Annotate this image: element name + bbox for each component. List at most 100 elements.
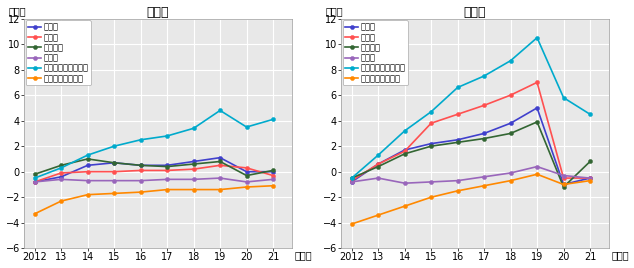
地方圈（地方四市） <box>190 127 197 130</box>
大阪圈 <box>560 176 567 180</box>
地方圈（その他） <box>137 191 145 194</box>
Line: 名古屋圈: 名古屋圈 <box>32 157 275 178</box>
Text: （％）: （％） <box>325 6 342 16</box>
地方圈（その他） <box>374 214 382 217</box>
大阪圈 <box>269 174 277 177</box>
地方圈 <box>427 180 435 184</box>
大阪圈 <box>481 104 488 107</box>
東京圈 <box>374 162 382 166</box>
東京圈 <box>243 170 250 173</box>
東京圈 <box>348 180 356 184</box>
地方圈（地方四市） <box>216 109 224 112</box>
東京圈 <box>137 164 145 167</box>
東京圈 <box>31 180 39 184</box>
Text: （％）: （％） <box>8 6 25 16</box>
地方圈 <box>243 180 250 184</box>
Title: 住宅地: 住宅地 <box>146 6 169 18</box>
地方圈（地方四市） <box>269 118 277 121</box>
大阪圈 <box>533 81 541 84</box>
大阪圈 <box>374 162 382 166</box>
名古屋圈 <box>427 144 435 148</box>
地方圈（その他） <box>216 188 224 191</box>
地方圈（その他） <box>401 204 408 208</box>
地方圈 <box>533 165 541 168</box>
名古屋圈 <box>481 137 488 140</box>
地方圈 <box>269 178 277 181</box>
東京圈 <box>427 142 435 145</box>
名古屋圈 <box>401 152 408 155</box>
東京圈 <box>507 122 514 125</box>
名古屋圈 <box>533 120 541 124</box>
大阪圈 <box>427 122 435 125</box>
地方圈（地方四市） <box>454 86 462 89</box>
大阪圈 <box>137 169 145 172</box>
東京圈 <box>110 161 118 164</box>
東京圈 <box>57 175 65 178</box>
名古屋圈 <box>57 164 65 167</box>
大阪圈 <box>216 164 224 167</box>
東京圈 <box>84 164 91 167</box>
名古屋圈 <box>31 173 39 176</box>
地方圈（地方四市） <box>348 176 356 180</box>
Legend: 東京圈, 大阪圈, 名古屋圈, 地方圈, 地方圈（地方四市）, 地方圈（その他）: 東京圈, 大阪圈, 名古屋圈, 地方圈, 地方圈（地方四市）, 地方圈（その他） <box>343 20 408 85</box>
名古屋圈 <box>269 169 277 172</box>
東京圈 <box>269 170 277 173</box>
Line: 地方圈: 地方圈 <box>349 165 592 185</box>
名古屋圈 <box>454 141 462 144</box>
地方圈（地方四市） <box>586 113 594 116</box>
地方圈 <box>137 179 145 182</box>
Legend: 東京圈, 大阪圈, 名古屋圈, 地方圈, 地方圈（地方四市）, 地方圈（その他）: 東京圈, 大阪圈, 名古屋圈, 地方圈, 地方圈（地方四市）, 地方圈（その他） <box>26 20 91 85</box>
地方圈（その他） <box>164 188 171 191</box>
地方圈（地方四市） <box>481 75 488 78</box>
東京圈 <box>401 148 408 152</box>
東京圈 <box>560 183 567 186</box>
Text: （年）: （年） <box>611 251 629 260</box>
地方圈（その他） <box>507 179 514 182</box>
地方圈 <box>57 178 65 181</box>
大阪圈 <box>84 170 91 173</box>
地方圈 <box>374 176 382 180</box>
地方圈（その他） <box>84 193 91 196</box>
地方圈（その他） <box>57 199 65 203</box>
地方圈（その他） <box>243 185 250 189</box>
地方圈（その他） <box>31 212 39 215</box>
名古屋圈 <box>560 185 567 189</box>
名古屋圈 <box>110 161 118 164</box>
地方圈 <box>164 178 171 181</box>
地方圈 <box>84 179 91 182</box>
名古屋圈 <box>507 132 514 135</box>
Line: 大阪圈: 大阪圈 <box>349 80 592 183</box>
名古屋圈 <box>243 174 250 177</box>
名古屋圈 <box>216 160 224 163</box>
Line: 地方圈（地方四市）: 地方圈（地方四市） <box>32 108 275 180</box>
名古屋圈 <box>137 164 145 167</box>
大阪圈 <box>164 169 171 172</box>
名古屋圈 <box>190 162 197 166</box>
東京圈 <box>190 160 197 163</box>
地方圈 <box>190 178 197 181</box>
東京圈 <box>454 138 462 142</box>
地方圈（その他） <box>348 222 356 226</box>
名古屋圈 <box>164 165 171 168</box>
大阪圈 <box>401 150 408 153</box>
Title: 商業地: 商業地 <box>463 6 486 18</box>
地方圈（地方四市） <box>560 96 567 99</box>
地方圈（その他） <box>454 189 462 192</box>
地方圈 <box>507 171 514 174</box>
大阪圈 <box>57 171 65 174</box>
東京圈 <box>481 132 488 135</box>
地方圈 <box>586 176 594 180</box>
地方圈（その他） <box>533 173 541 176</box>
大阪圈 <box>348 179 356 182</box>
地方圈 <box>110 179 118 182</box>
名古屋圈 <box>586 160 594 163</box>
地方圈（地方四市） <box>137 138 145 142</box>
名古屋圈 <box>374 165 382 168</box>
地方圈（地方四市） <box>84 154 91 157</box>
地方圈（地方四市） <box>164 134 171 137</box>
地方圈 <box>560 174 567 177</box>
大阪圈 <box>190 168 197 171</box>
Line: 大阪圈: 大阪圈 <box>32 163 275 184</box>
東京圈 <box>533 106 541 110</box>
地方圈（その他） <box>560 183 567 186</box>
